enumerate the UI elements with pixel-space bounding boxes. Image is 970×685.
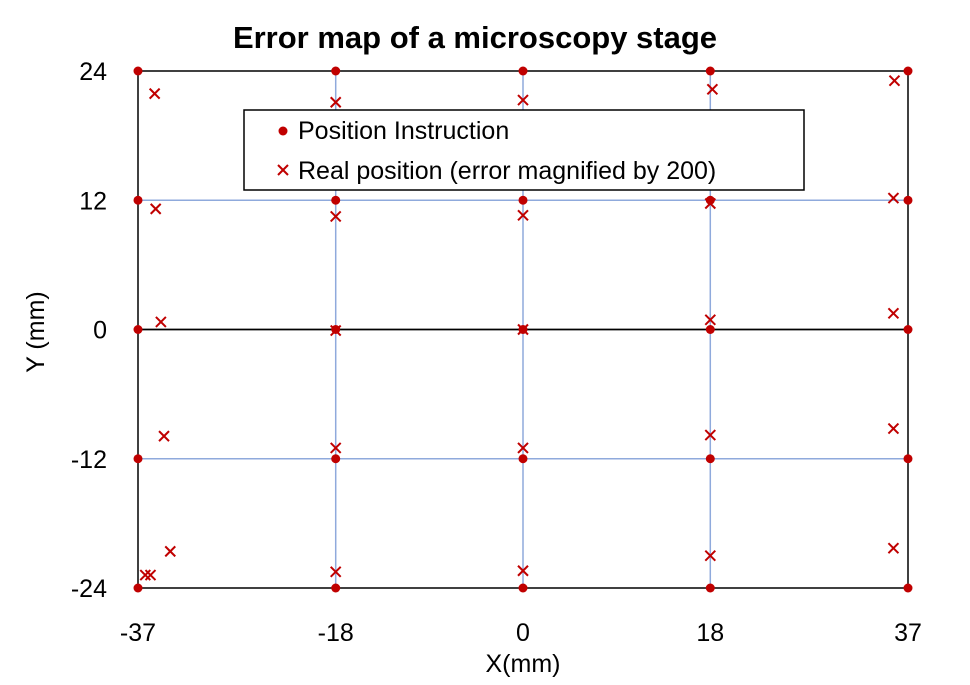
legend-entry-position-instruction: Position Instruction xyxy=(298,117,509,145)
real-position-point xyxy=(888,74,901,87)
instruction-point xyxy=(133,454,143,464)
real-position-point xyxy=(329,210,342,223)
x-axis-label: X(mm) xyxy=(486,650,561,678)
real-position-point xyxy=(139,569,151,581)
x-tick-label: 37 xyxy=(894,619,922,647)
legend: Position Instruction Real position (erro… xyxy=(243,109,805,191)
chart-title: Error map of a microscopy stage xyxy=(233,20,717,55)
instruction-point xyxy=(331,454,341,464)
instruction-point xyxy=(518,195,528,205)
instruction-point xyxy=(518,583,528,593)
legend-box xyxy=(243,109,805,191)
real-position-point xyxy=(517,565,529,577)
real-position-point xyxy=(704,314,717,326)
instruction-point xyxy=(705,583,715,593)
instruction-point xyxy=(133,325,143,334)
series-real-position xyxy=(139,74,901,581)
x-tick-label: -18 xyxy=(318,619,354,647)
real-position-point xyxy=(887,307,900,320)
real-position-point xyxy=(887,192,900,204)
legend-x-marker xyxy=(277,164,289,176)
real-position-point xyxy=(158,430,170,442)
real-position-point xyxy=(148,87,161,100)
data-series xyxy=(133,66,913,593)
real-position-point xyxy=(329,566,342,578)
legend-entry-real-position: Real position (error magnified by 200) xyxy=(298,157,716,185)
real-position-point xyxy=(704,429,717,441)
instruction-point xyxy=(133,66,143,76)
instruction-point xyxy=(903,325,913,334)
real-position-point xyxy=(517,209,529,222)
x-tick-label: -37 xyxy=(120,619,156,647)
instruction-point xyxy=(331,583,341,593)
instruction-point xyxy=(133,583,143,593)
instruction-point xyxy=(903,195,913,205)
y-axis-label: Y (mm) xyxy=(22,291,50,372)
instruction-point xyxy=(705,66,715,76)
instruction-point xyxy=(903,583,913,593)
tick-labels: -37 -18 0 18 37 24 12 0 -12 -24 xyxy=(71,58,922,647)
real-position-point xyxy=(517,442,529,454)
instruction-point xyxy=(518,454,528,464)
real-position-point xyxy=(517,94,529,106)
instruction-point xyxy=(903,454,913,464)
real-position-point xyxy=(704,197,717,210)
real-position-point xyxy=(149,203,162,215)
real-position-point xyxy=(887,542,900,554)
instruction-point xyxy=(518,66,528,76)
instruction-point xyxy=(705,325,715,334)
y-tick-label: -24 xyxy=(71,575,107,603)
instruction-point xyxy=(133,195,143,205)
y-tick-label: 12 xyxy=(79,187,107,215)
real-position-point xyxy=(329,442,342,454)
real-position-point xyxy=(155,316,167,328)
y-tick-label: 0 xyxy=(93,317,107,345)
y-tick-label: -12 xyxy=(71,446,107,474)
real-position-point xyxy=(887,422,900,435)
x-tick-label: 18 xyxy=(696,619,724,647)
real-position-point xyxy=(517,323,529,336)
instruction-point xyxy=(705,454,715,464)
real-position-point xyxy=(704,549,717,562)
series-position-instruction xyxy=(133,66,913,593)
x-tick-label: 0 xyxy=(516,619,530,647)
y-tick-label: 24 xyxy=(79,58,107,86)
real-position-point xyxy=(144,569,157,581)
instruction-point xyxy=(331,66,341,76)
real-position-point xyxy=(329,324,342,337)
instruction-point xyxy=(331,195,341,205)
real-position-point xyxy=(329,96,342,108)
legend-circle-marker xyxy=(278,126,288,136)
real-position-point xyxy=(706,83,719,96)
instruction-point xyxy=(903,66,913,76)
real-position-point xyxy=(164,545,176,558)
